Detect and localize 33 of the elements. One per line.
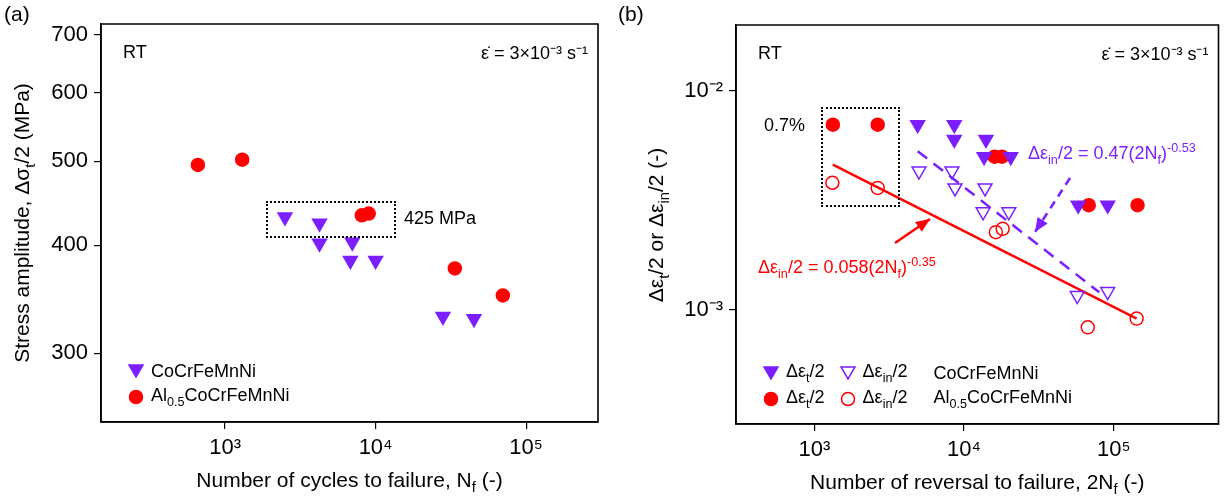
annotation: RT xyxy=(123,41,147,63)
legend-label: CoCrFeMnNi xyxy=(151,360,257,382)
annotation: ε̇ = 3×10⁻³ s⁻¹ xyxy=(480,42,588,64)
y-tick-label: 10⁻² xyxy=(684,76,723,102)
y-tick-label: 700 xyxy=(51,20,88,46)
x-tick-label: 10⁵ xyxy=(509,434,543,460)
x-tick-label: 10⁵ xyxy=(1097,436,1131,462)
annotation: 0.7% xyxy=(764,114,806,136)
x-axis-title: Number of reversal to failure, 2N$_{f}$ (-) xyxy=(810,470,1145,498)
x-tick-label: 10⁴ xyxy=(358,434,393,460)
x-tick-label: 10⁴ xyxy=(947,436,982,462)
y-tick-label: 600 xyxy=(51,78,88,104)
x-tick-label: 10³ xyxy=(798,436,831,462)
annotation: RT xyxy=(758,42,782,64)
chart-title: (b) xyxy=(618,2,644,26)
annotation: Al$_{0.5}$CoCrFeMnNi xyxy=(933,387,1073,411)
x-axis-title: Number of cycles to failure, N$_{f}$ (-) xyxy=(196,468,503,496)
x-tick-label: 10³ xyxy=(209,434,241,460)
annotation: CoCrFeMnNi xyxy=(933,362,1039,384)
legend-label: Δε$_{in}$/2 xyxy=(862,387,908,411)
chart-title: (a) xyxy=(4,2,30,26)
annotation: ε̇ = 3×10⁻³ s⁻¹ xyxy=(1101,43,1209,65)
annotation: 425 MPa xyxy=(404,207,477,229)
legend-label: Al$_{0.5}$CoCrFeMnNi xyxy=(151,385,290,409)
legend-label: Δε$_{t}$/2 xyxy=(786,361,825,385)
y-tick-label: 400 xyxy=(51,231,88,257)
annotation: Δε$_{in}$/2 = 0.058(2N$_{f}$)$^{-0.35}$ xyxy=(758,255,936,281)
y-tick-label: 10⁻³ xyxy=(684,295,723,321)
annotation: Δε$_{in}$/2 = 0.47(2N$_{f}$)$^{-0.53}$ xyxy=(1028,141,1196,167)
legend-label: Δε$_{in}$/2 xyxy=(862,361,908,385)
y-tick-label: 500 xyxy=(51,147,88,173)
y-tick-label: 300 xyxy=(51,339,88,365)
legend-label: Δε$_{t}$/2 xyxy=(786,387,825,411)
